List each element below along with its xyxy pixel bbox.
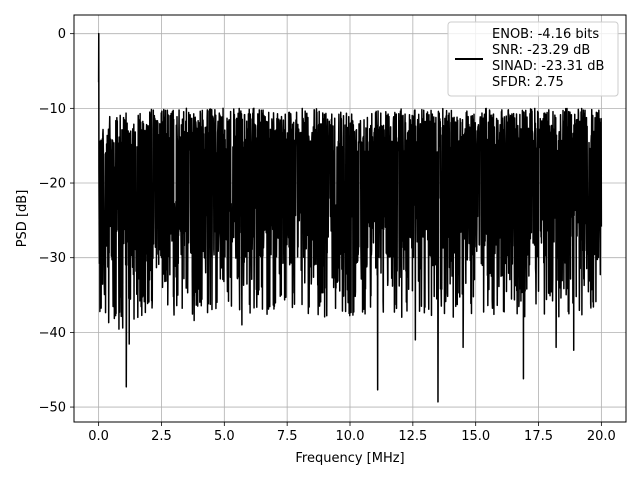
x-tick-label: 17.5 [524, 429, 553, 444]
x-tick-label: 10.0 [336, 429, 365, 444]
y-axis-label: PSD [dB] [15, 190, 30, 248]
x-tick-label: 20.0 [587, 429, 616, 444]
x-tick-label: 2.5 [151, 429, 172, 444]
legend: ENOB: -4.16 bits SNR: -23.29 dB SINAD: -… [447, 21, 619, 97]
y-tick-label: −30 [39, 251, 66, 266]
x-tick-label: 5.0 [214, 429, 235, 444]
y-axis-ticks: 0 −10 −20 −30 −40 −50 [39, 27, 74, 416]
x-tick-label: 15.0 [461, 429, 490, 444]
legend-sinad: SINAD: -23.31 dB [492, 59, 604, 74]
x-axis-ticks: 0.0 2.5 5.0 7.5 10.0 12.5 15.0 17.5 20.0 [88, 422, 616, 444]
legend-sfdr: SFDR: 2.75 [492, 75, 564, 90]
y-tick-label: −50 [39, 401, 66, 416]
x-axis-label: Frequency [MHz] [295, 451, 404, 466]
x-tick-label: 12.5 [398, 429, 427, 444]
y-tick-label: −40 [39, 326, 66, 341]
y-tick-label: 0 [58, 27, 66, 42]
y-tick-label: −10 [39, 102, 66, 117]
y-tick-label: −20 [39, 177, 66, 192]
psd-line [97, 32, 603, 403]
legend-enob: ENOB: -4.16 bits [492, 27, 599, 42]
psd-series [97, 32, 603, 403]
legend-box [447, 21, 619, 97]
x-tick-label: 0.0 [88, 429, 109, 444]
x-tick-label: 7.5 [277, 429, 298, 444]
legend-snr: SNR: -23.29 dB [492, 43, 590, 58]
